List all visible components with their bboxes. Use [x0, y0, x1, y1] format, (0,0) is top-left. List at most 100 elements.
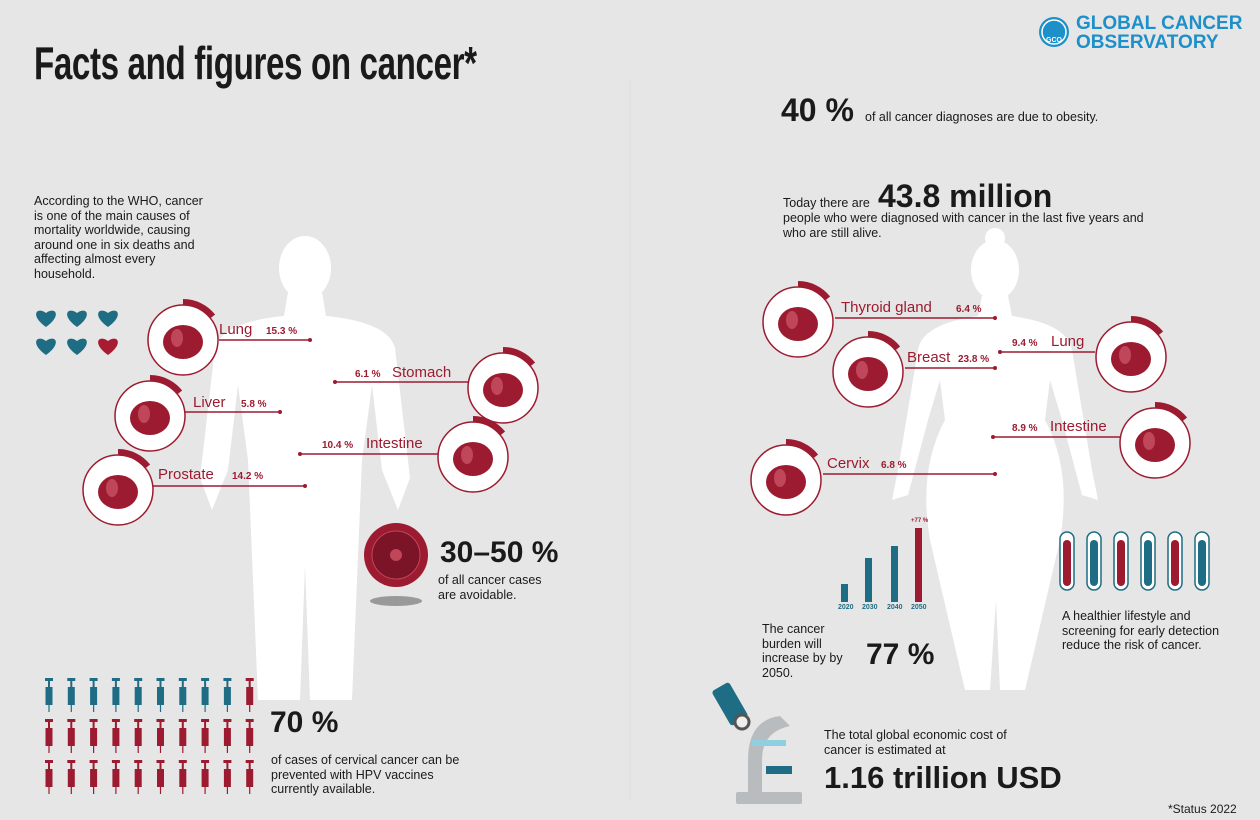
syringe-rod: [70, 763, 73, 769]
syringe-needle: [70, 746, 72, 753]
organ-label: Intestine: [1050, 418, 1107, 435]
syringes: [45, 678, 254, 794]
syringe: [178, 719, 187, 753]
syringe-rod: [181, 722, 184, 728]
syringe-barrel: [67, 687, 75, 705]
syringe: [178, 760, 187, 794]
syringe-plunger: [89, 719, 98, 722]
organ-arc: [502, 347, 536, 367]
organ-icon-detail: [461, 446, 473, 464]
tube-fill: [1090, 540, 1098, 586]
burden-figure: 77 %: [866, 638, 935, 671]
cost-figure: 1.16 trillion USD: [824, 760, 1062, 795]
organ-arc: [472, 416, 506, 436]
syringe-needle: [182, 705, 184, 712]
increase-label: +77 %: [911, 518, 929, 524]
syringe-rod: [248, 722, 251, 728]
syringe-plunger: [178, 678, 187, 681]
syringe-barrel: [134, 728, 142, 746]
logo-line: GLOBAL CANCER: [1076, 13, 1243, 34]
syringe-needle: [70, 787, 72, 794]
syringe-plunger: [223, 760, 232, 763]
syringe-barrel: [134, 687, 142, 705]
tube-fill: [1117, 540, 1125, 586]
syringe-plunger: [178, 719, 187, 722]
leader-dot: [303, 484, 307, 488]
avoidable-figure: 30–50 %: [440, 536, 559, 569]
syringe-needle: [249, 787, 251, 794]
organ-icon: [778, 307, 818, 341]
syringe-barrel: [90, 728, 98, 746]
syringe-needle: [249, 705, 251, 712]
hearts: [36, 310, 118, 355]
heart: [98, 310, 118, 327]
syringe: [245, 678, 254, 712]
microscope: [712, 682, 802, 804]
organ-icon-detail: [856, 361, 868, 379]
survivors-text: people who were diagnosed with cancer in…: [783, 211, 1144, 240]
syringe-needle: [204, 705, 206, 712]
organ-value: 14.2 %: [232, 471, 264, 482]
logo-text: GLOBAL CANCER OBSERVATORY: [1076, 14, 1242, 52]
organ-value: 23.8 %: [958, 354, 990, 365]
syringe-needle: [93, 746, 95, 753]
organ-icon-detail: [1119, 346, 1131, 364]
avoidable-text: of all cancer cases are avoidable.: [438, 573, 542, 602]
year-label: 2020: [838, 604, 854, 611]
organ-icon-detail: [171, 329, 183, 347]
syringe-needle: [115, 787, 117, 794]
syringe-rod: [226, 763, 229, 769]
test-tube: [1140, 531, 1156, 591]
female-silhouette: [892, 228, 1098, 690]
leader-dot: [993, 366, 997, 370]
organ-arc: [1130, 316, 1164, 336]
heart: [36, 338, 56, 355]
organ-callout: [991, 402, 1191, 479]
syringe: [178, 678, 187, 712]
organ-icon-detail: [1143, 432, 1155, 450]
organ-value: 8.9 %: [1012, 423, 1038, 434]
syringe-needle: [204, 787, 206, 794]
syringe-rod: [181, 681, 184, 687]
organ-value: 15.3 %: [266, 326, 298, 337]
heart: [67, 310, 87, 327]
organ-icon: [163, 325, 203, 359]
syringe-needle: [70, 705, 72, 712]
syringe-barrel: [179, 728, 187, 746]
syringe-plunger: [201, 719, 210, 722]
syringe-barrel: [201, 728, 209, 746]
test-tube: [1113, 531, 1129, 591]
syringe-rod: [248, 763, 251, 769]
syringe-rod: [204, 722, 207, 728]
syringe-barrel: [179, 769, 187, 787]
organ-icon-detail: [138, 405, 150, 423]
syringe-needle: [48, 787, 50, 794]
organ-value: 10.4 %: [322, 440, 354, 451]
organ-icon: [1135, 428, 1175, 462]
obesity-text: of all cancer diagnoses are due to obesi…: [865, 110, 1099, 124]
organ-arc: [149, 375, 183, 395]
cost-text: The total global economic cost of cancer…: [824, 728, 1007, 757]
syringe-needle: [226, 746, 228, 753]
syringe: [156, 760, 165, 794]
syringe-needle: [137, 787, 139, 794]
organ-icon: [130, 401, 170, 435]
syringe-plunger: [89, 678, 98, 681]
syringe-barrel: [223, 728, 231, 746]
syringe: [245, 760, 254, 794]
tube-fill: [1171, 540, 1179, 586]
leader-dot: [998, 350, 1002, 354]
syringe: [67, 760, 76, 794]
obesity-figure: 40 %: [781, 92, 854, 128]
syringe-barrel: [112, 728, 120, 746]
syringe-barrel: [157, 769, 164, 787]
organ-callout: [114, 375, 282, 452]
organ-label: Lung: [1051, 333, 1085, 350]
syringe: [201, 678, 210, 712]
organ-label: Lung: [219, 321, 253, 338]
syringe-barrel: [201, 769, 209, 787]
hpv-text: of cases of cervical cancer can be preve…: [271, 753, 460, 796]
syringe-barrel: [90, 687, 98, 705]
logo-ring: [1041, 19, 1067, 45]
